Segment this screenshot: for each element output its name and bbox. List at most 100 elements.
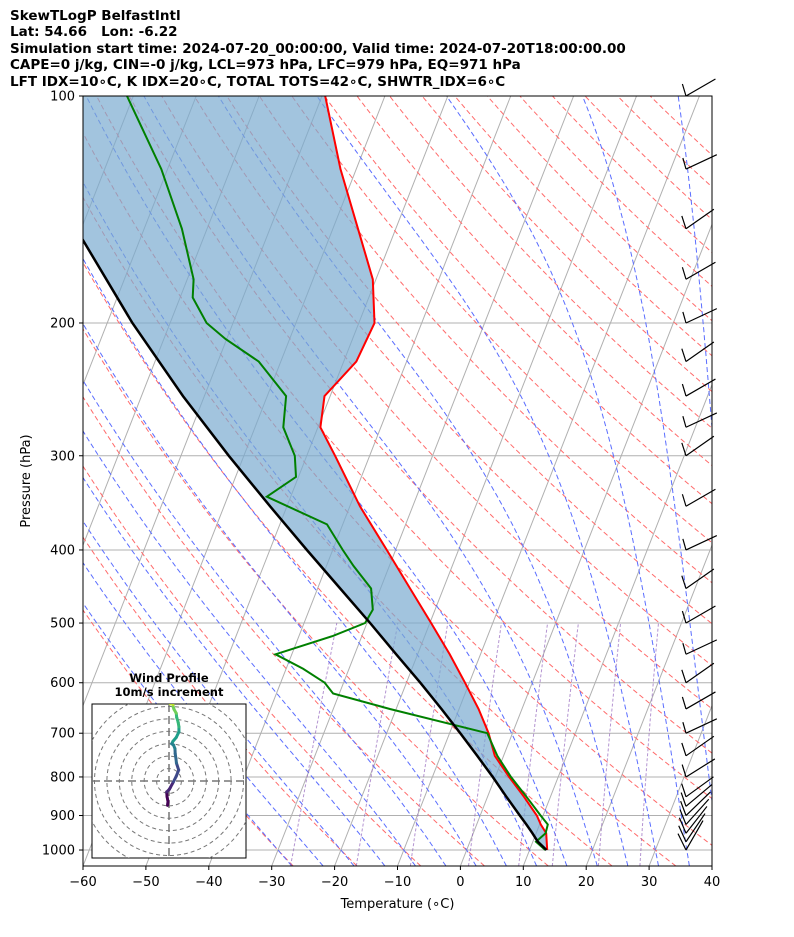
dry-adiabat	[83, 465, 422, 866]
wind-barb	[681, 378, 716, 397]
mixing-ratio-line	[551, 622, 579, 866]
hodograph-subtitle: 10m/s increment	[115, 685, 224, 699]
wind-barb-flag	[679, 809, 687, 825]
mixing-ratio-line	[639, 622, 659, 866]
stability-indices-1: CAPE=0 j/kg, CIN=-0 j/kg, LCL=973 hPa, L…	[10, 57, 521, 74]
wind-barb-flag	[682, 721, 687, 734]
x-tick-label: −20	[321, 875, 348, 890]
isotherm-gridline	[522, 383, 712, 866]
wind-barb	[680, 791, 711, 816]
wind-barb-flag	[681, 383, 687, 397]
dewpoint-line	[126, 96, 549, 851]
mixing-ratio-line	[518, 622, 549, 866]
wind-barb	[681, 208, 715, 230]
y-tick-label: 200	[50, 316, 75, 331]
wind-barb	[680, 783, 713, 807]
wind-barb-flag	[681, 783, 687, 797]
wind-barb	[681, 776, 714, 798]
wind-barb	[681, 488, 716, 507]
wind-barb-flag	[681, 215, 687, 229]
wind-barb-flag	[682, 538, 687, 551]
wind-barb	[681, 605, 716, 624]
simulation-times: Simulation start time: 2024-07-20_00:00:…	[10, 40, 626, 57]
wind-barb-flag	[678, 825, 687, 842]
wind-barb-staff	[685, 261, 716, 280]
dry-adiabat	[389, 96, 712, 429]
chart-header: SkewTLogP BelfastIntl Lat: 54.66 Lon: -6…	[10, 8, 780, 90]
wind-barb-flag	[681, 669, 687, 683]
x-tick-label: −30	[258, 875, 285, 890]
moist-adiabat	[743, 96, 783, 866]
x-tick-label: 30	[641, 875, 658, 890]
isotherm-gridline	[648, 704, 712, 866]
wind-barb-staff	[685, 208, 715, 230]
y-tick-label: 900	[50, 809, 75, 824]
y-tick-label: 100	[50, 90, 75, 105]
dry-adiabat	[356, 96, 712, 467]
x-tick-label: −40	[195, 875, 222, 890]
wind-barb-staff	[685, 735, 715, 757]
wind-barb-staff	[685, 718, 718, 734]
wind-barb-flag	[682, 157, 687, 170]
moist-adiabat	[316, 96, 660, 866]
wind-barb-staff	[685, 535, 718, 551]
dry-adiabat	[486, 96, 712, 322]
wind-barb-flag	[681, 610, 687, 624]
wind-barb-staff	[685, 783, 713, 807]
mixing-ratio-line	[597, 622, 622, 866]
hodograph-inset	[91, 703, 247, 859]
wind-barb-flag	[681, 267, 687, 280]
wind-barb-staff	[685, 820, 704, 851]
wind-barb-staff	[685, 639, 718, 655]
isotherm-gridline	[459, 222, 712, 866]
x-tick-label: −10	[384, 875, 411, 890]
wind-barb-staff	[685, 78, 716, 97]
dry-adiabat	[552, 96, 712, 254]
moist-adiabat	[83, 561, 324, 866]
wind-barb-flag	[681, 83, 687, 97]
isotherm-gridline	[208, 96, 512, 866]
moist-adiabat	[83, 430, 416, 866]
isotherm-gridline	[711, 864, 712, 866]
y-tick-label: 700	[50, 727, 75, 742]
isotherm-gridline	[271, 96, 575, 866]
wind-barb-staff	[685, 488, 716, 507]
wind-barb	[681, 662, 715, 684]
hodograph-segment	[170, 704, 175, 706]
cape-shading	[83, 96, 548, 850]
isotherm-gridline	[0, 96, 70, 866]
wind-barb	[678, 806, 708, 834]
wind-barb-flag	[681, 696, 687, 710]
wind-barb	[681, 758, 716, 778]
wind-barb-staff	[685, 791, 711, 816]
wind-barb-flag	[681, 494, 687, 507]
wind-barb-staff	[685, 341, 715, 363]
mixing-ratio-line	[468, 622, 502, 866]
dry-adiabat	[291, 96, 712, 544]
isotherm-gridline	[775, 96, 794, 866]
y-tick-label: 600	[50, 676, 75, 691]
wind-barb-staff	[685, 568, 715, 590]
wind-barb-flag	[681, 764, 687, 778]
x-tick-label: 40	[704, 875, 721, 890]
x-tick-label: −60	[69, 875, 96, 890]
moist-adiabat	[143, 96, 598, 866]
wind-barb-staff	[685, 806, 708, 834]
wind-barb-flag	[682, 643, 687, 655]
wind-barb-staff	[685, 412, 718, 428]
y-tick-label: 300	[50, 449, 75, 464]
wind-barb	[681, 341, 715, 363]
wind-barb-staff	[685, 308, 718, 324]
moist-adiabat	[83, 520, 355, 866]
wind-barb-flag	[680, 792, 687, 807]
parcel-profile-line	[83, 237, 548, 851]
wind-barb-flag	[681, 348, 687, 362]
moist-adiabat	[446, 96, 690, 866]
hodograph-plot	[92, 704, 246, 858]
station-coordinates: Lat: 54.66 Lon: -6.22	[10, 24, 178, 41]
dry-adiabat	[454, 96, 712, 357]
moist-adiabat	[582, 96, 712, 806]
x-tick-label: 20	[578, 875, 595, 890]
wind-barb-staff	[685, 798, 710, 825]
